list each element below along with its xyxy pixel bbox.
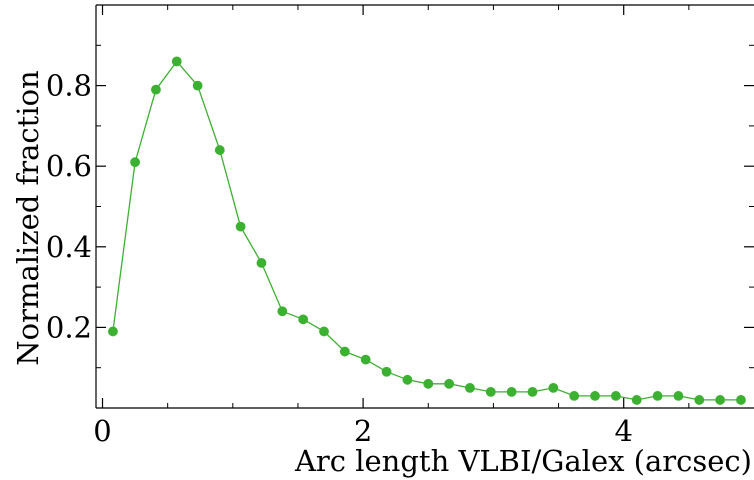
y-tick-label-2: 0.6: [46, 149, 92, 183]
y-tick-label-0: 0.2: [46, 310, 92, 344]
data-point-4: [192, 80, 203, 91]
data-point-30: [736, 395, 746, 405]
data-point-11: [339, 346, 350, 357]
data-point-13: [381, 366, 392, 377]
data-point-21: [548, 382, 559, 393]
data-point-24: [610, 391, 621, 401]
data-point-0: [108, 326, 118, 337]
data-point-5: [214, 145, 225, 155]
data-point-20: [527, 386, 538, 397]
data-point-22: [569, 391, 580, 401]
x-tick-label-1: 2: [354, 414, 372, 448]
data-point-1: [130, 157, 140, 168]
x-tick-label-0: 0: [93, 414, 111, 448]
data-point-28: [694, 395, 705, 405]
plot-area: [95, 4, 754, 409]
data-point-12: [360, 354, 371, 365]
x-axis-label: Arc length VLBI/Galex (arcsec): [294, 444, 752, 478]
x-tick-label-2: 4: [614, 414, 632, 448]
data-point-29: [715, 395, 726, 405]
data-point-7: [256, 258, 267, 268]
data-point-25: [631, 395, 642, 405]
y-axis-label: Normalized fraction: [11, 70, 45, 365]
series-layer: [108, 56, 746, 405]
data-point-17: [465, 382, 475, 393]
data-point-8: [277, 306, 288, 317]
data-point-2: [151, 84, 161, 95]
data-point-9: [298, 314, 309, 325]
data-point-10: [319, 326, 329, 337]
y-ticks: 0.2 0.4 0.6 0.8: [46, 69, 754, 344]
data-point-14: [402, 374, 413, 385]
minor-ticks: [96, 5, 754, 408]
data-point-26: [652, 391, 663, 401]
series-line-0: [112, 60, 741, 401]
data-point-18: [485, 386, 496, 397]
data-point-27: [673, 391, 684, 401]
data-point-16: [444, 378, 455, 389]
y-tick-label-1: 0.4: [46, 230, 92, 264]
data-point-3: [171, 56, 182, 67]
x-ticks: 0 2 4: [93, 5, 633, 448]
data-point-6: [235, 221, 246, 232]
data-point-23: [590, 391, 600, 401]
data-point-15: [423, 378, 434, 389]
data-point-19: [506, 386, 517, 397]
y-tick-label-3: 0.8: [46, 69, 92, 103]
